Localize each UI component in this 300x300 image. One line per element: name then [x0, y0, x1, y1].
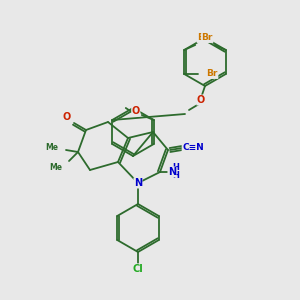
Text: O: O — [132, 106, 140, 116]
Text: Br: Br — [206, 70, 218, 79]
Text: N: N — [134, 178, 142, 188]
Text: O: O — [63, 112, 71, 122]
Text: O: O — [197, 95, 205, 105]
Text: Cl: Cl — [133, 264, 143, 274]
Text: N: N — [168, 167, 176, 177]
Text: Br: Br — [197, 34, 208, 43]
Text: C≡N: C≡N — [182, 143, 204, 152]
Text: Me: Me — [49, 164, 62, 172]
Text: Me: Me — [45, 143, 58, 152]
Text: H: H — [172, 164, 179, 172]
Text: H: H — [172, 172, 179, 181]
Text: Br: Br — [202, 34, 213, 43]
